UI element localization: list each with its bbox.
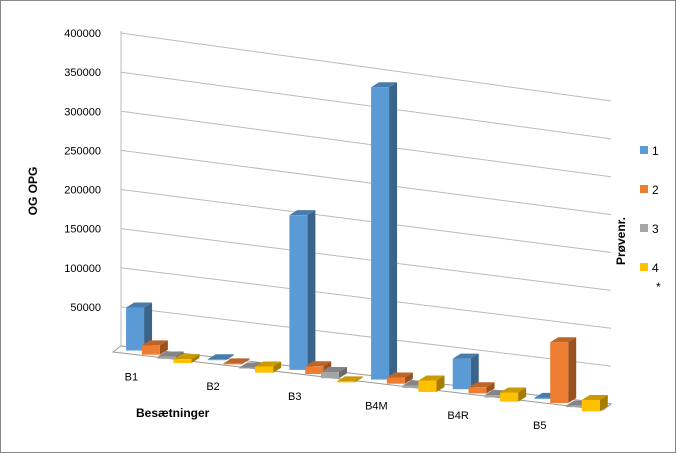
- legend-label-4: 4: [652, 261, 659, 275]
- bar-top: [255, 361, 282, 367]
- bar-B1-series-2: [141, 345, 160, 355]
- legend-swatch-3: [640, 224, 648, 232]
- bar-B4R-series-2: [468, 387, 487, 394]
- legend-label-1: 1: [652, 144, 659, 158]
- bar-top: [418, 375, 445, 381]
- bar-top: [336, 376, 363, 382]
- bar-top: [126, 302, 153, 308]
- gridline: [120, 149, 612, 216]
- bar-B3-series-4: [336, 381, 355, 383]
- legend-note: *: [656, 280, 661, 294]
- bar-B2-series-3: [239, 367, 258, 369]
- bar-top: [581, 394, 608, 400]
- bar-side: [191, 354, 200, 364]
- legend-label-3: 3: [652, 222, 659, 236]
- bar-top: [289, 210, 316, 216]
- bar-top: [321, 367, 347, 373]
- bar-top: [550, 337, 577, 343]
- gridline: [120, 71, 612, 140]
- bar-B3-series-3: [321, 372, 339, 379]
- bar-B4M-series-4: [418, 380, 437, 393]
- bar-B3-series-1: [289, 215, 308, 370]
- bar-top: [500, 387, 527, 393]
- legend-title: Prøvenr.: [614, 217, 628, 265]
- bar-side: [436, 375, 445, 393]
- gridline: [120, 306, 612, 367]
- bar-side: [470, 353, 479, 390]
- bar-B1-series-1: [126, 307, 145, 351]
- bar-side: [389, 82, 398, 380]
- bar-side: [339, 367, 347, 379]
- bar-top: [157, 351, 184, 357]
- bar-top: [207, 354, 234, 360]
- bar-B1-series-3: [157, 356, 176, 359]
- x-tick-label: B5: [533, 420, 546, 432]
- legend-swatch-4: [640, 263, 648, 271]
- bar-B4R-series-1: [452, 358, 471, 390]
- gridline: [120, 32, 612, 102]
- bar-side: [354, 376, 363, 383]
- bar-top: [468, 382, 495, 388]
- bar-B1-series-4: [173, 359, 192, 364]
- bar-B4R-series-4: [500, 392, 519, 402]
- bar-B4M-series-1: [371, 87, 390, 380]
- y-tick-label: 200000: [64, 185, 101, 197]
- y-tick-label: 50000: [70, 302, 101, 314]
- bar-B5-series-1: [534, 397, 553, 399]
- bar-side: [307, 210, 316, 370]
- gridline: [120, 189, 612, 253]
- legend-swatch-2: [640, 185, 648, 193]
- x-tick-label: B4M: [365, 400, 388, 412]
- bar-B5-series-4: [581, 399, 600, 412]
- bar-top: [223, 358, 250, 364]
- bar-top: [386, 372, 413, 378]
- bar-B5-series-3: [566, 405, 584, 408]
- bar-B4M-series-2: [386, 377, 405, 384]
- bar-side: [241, 358, 250, 365]
- bar-B2-series-4: [255, 366, 274, 373]
- bar-top: [452, 353, 479, 359]
- y-tick-label: 100000: [64, 263, 101, 275]
- bar-top: [141, 340, 168, 346]
- bar-side: [225, 354, 234, 361]
- bar-B3-series-2: [305, 366, 324, 375]
- bar-B2-series-2: [223, 363, 242, 365]
- x-axis-title: Besætninger: [136, 406, 210, 420]
- bar-B4R-series-3: [484, 395, 503, 398]
- bar-side: [486, 382, 495, 394]
- gridline: [120, 110, 612, 178]
- y-tick-label: 150000: [64, 224, 101, 236]
- legend-label-2: 2: [652, 183, 659, 197]
- bar-side: [273, 361, 282, 373]
- bar-side: [568, 337, 577, 404]
- bar-B5-series-2: [550, 342, 569, 404]
- bar-top: [305, 361, 332, 367]
- bar-side: [144, 302, 153, 351]
- bar-side: [404, 372, 413, 384]
- bar-side: [599, 394, 608, 412]
- bar-side: [159, 340, 168, 355]
- x-tick-label: B3: [288, 391, 301, 403]
- bar-top: [173, 354, 200, 360]
- y-tick-label: 350000: [64, 67, 101, 79]
- x-tick-label: B2: [206, 381, 219, 393]
- y-tick-label: 400000: [64, 28, 101, 40]
- x-tick-label: B4R: [447, 410, 468, 422]
- bar-top: [371, 82, 398, 88]
- bar-B2-series-1: [207, 359, 226, 361]
- gridline: [120, 267, 612, 329]
- y-axis-title: OG OPG: [26, 167, 40, 216]
- y-tick-label: 250000: [64, 145, 101, 157]
- gridline: [120, 228, 612, 291]
- x-tick-label: B1: [125, 371, 138, 383]
- y-tick-label: 300000: [64, 106, 101, 118]
- bar-B4M-series-3: [402, 385, 421, 388]
- bar-side: [518, 387, 527, 402]
- legend-swatch-1: [640, 146, 648, 154]
